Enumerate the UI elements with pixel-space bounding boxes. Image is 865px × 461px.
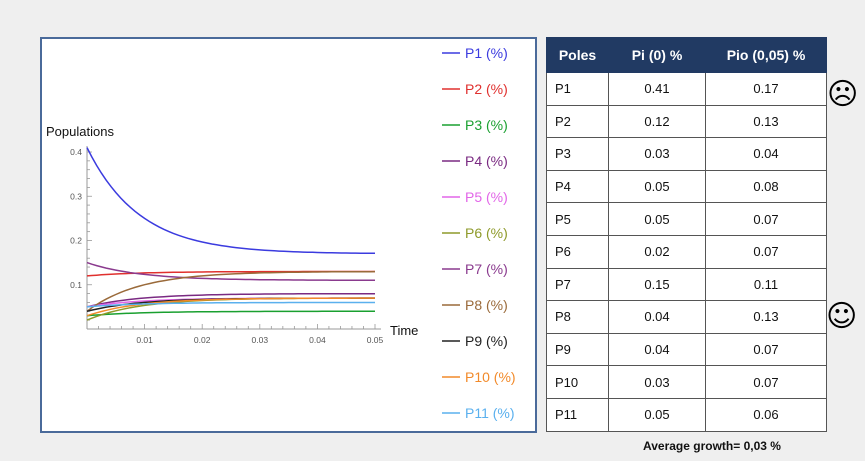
pio-005-cell: 0.17 — [705, 72, 827, 106]
legend-label: P4 (%) — [465, 153, 508, 169]
average-growth-label: Average growth= 0,03 % — [643, 439, 781, 453]
legend-label: P11 (%) — [465, 405, 515, 421]
pio-005-cell: 0.04 — [705, 137, 827, 171]
table-row: P10 0.03 0.07 — [546, 365, 827, 399]
pi-0-cell: 0.04 — [608, 300, 706, 334]
pi-0-cell: 0.05 — [608, 169, 706, 204]
poles-table: Poles Pi (0) % Pio (0,05) % P1 0.41 0.17 P2… — [546, 37, 827, 432]
x-tick-label: 0.04 — [309, 335, 326, 345]
pio-005-cell: 0.07 — [705, 202, 827, 236]
legend-label: P5 (%) — [465, 189, 508, 205]
series-line-7 — [86, 261, 376, 282]
y-tick-label: 0.1 — [70, 280, 82, 290]
pole-cell: P5 — [546, 202, 609, 236]
pio-005-cell: 0.11 — [705, 267, 827, 302]
table-row: P5 0.05 0.07 — [546, 202, 827, 236]
table-row: P7 0.15 0.11 — [546, 267, 827, 302]
table-row: P1 0.41 0.17 — [546, 72, 827, 106]
legend-label: P2 (%) — [465, 81, 508, 97]
pole-cell: P8 — [546, 300, 609, 334]
happy-face-icon: ☺ — [826, 299, 858, 334]
legend-label: P1 (%) — [465, 45, 508, 61]
pi-0-cell: 0.12 — [608, 104, 706, 139]
series-line-1 — [86, 147, 375, 255]
pole-cell: P6 — [546, 234, 609, 269]
header-pi-0: Pi (0) % — [608, 37, 706, 73]
series-line-3 — [86, 310, 375, 317]
series-line-8 — [86, 270, 376, 312]
pi-0-cell: 0.05 — [608, 397, 706, 432]
header-poles: Poles — [546, 37, 609, 73]
pio-005-cell: 0.07 — [705, 365, 827, 399]
table-row: P8 0.04 0.13 — [546, 300, 827, 334]
table-row: P2 0.12 0.13 — [546, 104, 827, 139]
y-tick-label: 0.2 — [70, 236, 82, 246]
x-tick-label: 0.05 — [367, 335, 384, 345]
header-pio-005: Pio (0,05) % — [705, 37, 827, 73]
pi-0-cell: 0.05 — [608, 202, 706, 236]
legend-label: P7 (%) — [465, 261, 508, 277]
population-chart: 0.01 0.02 0.03 0.04 0.05 0.1 0.2 0.3 0.4 Populati… — [46, 45, 516, 421]
pio-005-cell: 0.07 — [705, 234, 827, 269]
x-tick-label: 0.01 — [136, 335, 153, 345]
legend-label: P6 (%) — [465, 225, 508, 241]
pio-005-cell: 0.06 — [705, 397, 827, 432]
series-line-11 — [86, 301, 375, 308]
legend-label: P10 (%) — [465, 369, 516, 385]
pole-cell: P3 — [546, 137, 609, 171]
pi-0-cell: 0.41 — [608, 72, 706, 106]
pole-cell: P2 — [546, 104, 609, 139]
pio-005-cell: 0.13 — [705, 104, 827, 139]
pi-0-cell: 0.03 — [608, 365, 706, 399]
table-row: P11 0.05 0.06 — [546, 397, 827, 432]
pi-0-cell: 0.15 — [608, 267, 706, 302]
table-row: P6 0.02 0.07 — [546, 234, 827, 269]
sad-face-icon: ☹ — [827, 77, 859, 112]
legend-label: P8 (%) — [465, 297, 508, 313]
x-axis-label: Time — [390, 323, 418, 338]
legend-label: P3 (%) — [465, 117, 508, 133]
y-axis-label: Populations — [46, 124, 114, 139]
pi-0-cell: 0.02 — [608, 234, 706, 269]
pole-cell: P4 — [546, 169, 609, 204]
pio-005-cell: 0.08 — [705, 169, 827, 204]
pi-0-cell: 0.03 — [608, 137, 706, 171]
pole-cell: P11 — [546, 397, 609, 432]
table-row: P3 0.03 0.04 — [546, 137, 827, 171]
pio-005-cell: 0.13 — [705, 300, 827, 334]
pole-cell: P9 — [546, 332, 609, 367]
pi-0-cell: 0.04 — [608, 332, 706, 367]
table-row: P4 0.05 0.08 — [546, 169, 827, 204]
x-tick-label: 0.03 — [252, 335, 269, 345]
pole-cell: P7 — [546, 267, 609, 302]
table-header-row: Poles Pi (0) % Pio (0,05) % — [546, 37, 827, 73]
legend-label: P9 (%) — [465, 333, 508, 349]
series-line-4 — [86, 292, 375, 308]
series-line-10 — [86, 297, 375, 317]
x-tick-label: 0.02 — [194, 335, 211, 345]
pole-cell: P10 — [546, 365, 609, 399]
pio-005-cell: 0.07 — [705, 332, 827, 367]
y-tick-label: 0.4 — [70, 147, 82, 157]
pole-cell: P1 — [546, 72, 609, 106]
table-row: P9 0.04 0.07 — [546, 332, 827, 367]
y-tick-label: 0.3 — [70, 191, 82, 201]
chart-panel: 0.01 0.02 0.03 0.04 0.05 0.1 0.2 0.3 0.4 Populati… — [40, 37, 537, 433]
